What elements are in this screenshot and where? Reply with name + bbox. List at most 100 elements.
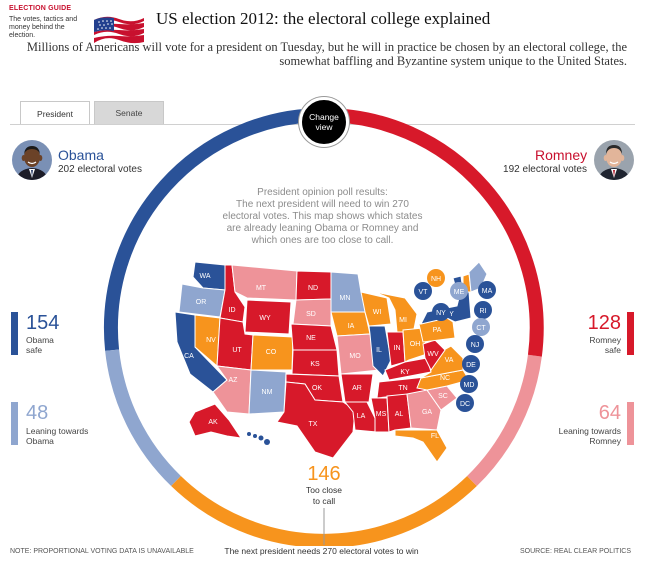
state-AL[interactable] bbox=[386, 393, 412, 433]
obama-avatar bbox=[12, 140, 52, 180]
label-KY: KY bbox=[400, 369, 410, 376]
state-AR[interactable] bbox=[340, 373, 374, 403]
state-WY[interactable] bbox=[244, 299, 292, 335]
label-NC: NC bbox=[440, 375, 450, 382]
romney-electoral-votes: 192 electoral votes bbox=[503, 164, 587, 175]
obama-leaning-bar bbox=[11, 402, 18, 445]
label-DE: DE bbox=[466, 362, 476, 369]
state-WI[interactable] bbox=[360, 291, 392, 327]
romney-safe-label: Romney safe bbox=[540, 335, 621, 355]
obama-leaning-count: 48 bbox=[26, 402, 49, 424]
obama-safe-count: 154 bbox=[26, 312, 60, 334]
label-VA: VA bbox=[445, 357, 454, 364]
romney-avatar bbox=[594, 140, 634, 180]
obama-safe-label-line2: safe bbox=[26, 345, 43, 355]
page-title: US election 2012: the electoral college … bbox=[156, 9, 491, 28]
label-OR: OR bbox=[196, 299, 207, 306]
label-MN: MN bbox=[340, 295, 351, 302]
change-view-line1: Change bbox=[309, 112, 339, 122]
label-IA: IA bbox=[348, 323, 355, 330]
state-HI[interactable] bbox=[247, 432, 270, 445]
label-KS: KS bbox=[310, 361, 320, 368]
footer-source: SOURCE: REAL CLEAR POLITICS bbox=[520, 548, 631, 555]
label-AR: AR bbox=[352, 385, 362, 392]
poll-description: President opinion poll results: The next… bbox=[200, 187, 445, 247]
tossup-label-line2: to call bbox=[312, 496, 336, 506]
romney-safe-bar bbox=[627, 312, 634, 355]
poll-line-1: The next president will need to win 270 bbox=[236, 199, 409, 210]
poll-line-2: electoral votes. This map shows which st… bbox=[222, 211, 423, 222]
obama-safe-bar bbox=[11, 312, 18, 355]
tossup-count: 146 bbox=[307, 463, 341, 485]
label-MA: MA bbox=[482, 288, 493, 295]
ring-arc-obama-safe bbox=[103, 108, 325, 351]
romney-safe-count: 128 bbox=[587, 312, 621, 334]
change-view-button[interactable]: Change view bbox=[299, 97, 349, 147]
state-GA[interactable] bbox=[406, 389, 442, 431]
label-TN: TN bbox=[398, 385, 407, 392]
label-NY-callout: NY bbox=[436, 310, 446, 317]
label-MS: MS bbox=[376, 411, 387, 418]
label-MD: MD bbox=[464, 382, 475, 389]
romney-leaning-count: 64 bbox=[598, 402, 621, 424]
obama-safe-label-line1: Obama bbox=[26, 335, 54, 345]
label-NM: NM bbox=[262, 389, 273, 396]
us-flag-icon bbox=[94, 16, 144, 44]
label-SC: SC bbox=[438, 393, 448, 400]
us-electoral-map: WA OR CA NV ID MT WY UT AZ CO NM ND SD N… bbox=[174, 262, 496, 462]
romney-name: Romney bbox=[535, 147, 588, 163]
tossup-label-line1: Too close bbox=[306, 485, 342, 495]
label-VT: VT bbox=[419, 289, 429, 296]
label-ND: ND bbox=[308, 285, 318, 292]
election-guide-label: ELECTION GUIDE bbox=[9, 5, 72, 12]
label-AK: AK bbox=[208, 419, 218, 426]
label-MO: MO bbox=[349, 353, 361, 360]
label-IN: IN bbox=[394, 345, 401, 352]
label-RI: RI bbox=[480, 308, 487, 315]
label-TX: TX bbox=[309, 421, 318, 428]
change-view-line2: view bbox=[315, 122, 333, 132]
label-AL: AL bbox=[395, 411, 404, 418]
label-IL: IL bbox=[376, 347, 382, 354]
romney-leaning-label-line1: Leaning towards bbox=[558, 426, 621, 436]
romney-safe-label-line2: safe bbox=[604, 345, 621, 355]
label-CT: CT bbox=[476, 325, 486, 332]
label-NV: NV bbox=[206, 337, 216, 344]
state-MS[interactable] bbox=[370, 397, 390, 433]
callouts: NH VT ME MA NY RI CT NJ DE MD DC bbox=[414, 269, 496, 412]
label-LA: LA bbox=[357, 413, 366, 420]
label-DC: DC bbox=[460, 401, 470, 408]
obama-leaning-label-line2: Obama bbox=[26, 436, 54, 446]
tossup-label: Too close to call bbox=[293, 485, 355, 507]
label-ME: ME bbox=[454, 289, 465, 296]
poll-title: President opinion poll results: bbox=[257, 187, 388, 198]
label-CO: CO bbox=[266, 349, 277, 356]
footer-note: NOTE: PROPORTIONAL VOTING DATA IS UNAVAI… bbox=[10, 548, 194, 555]
label-PA: PA bbox=[433, 327, 442, 334]
poll-line-4: which ones are too close to call. bbox=[251, 235, 394, 246]
romney-safe-label-line1: Romney bbox=[589, 335, 621, 345]
obama-leaning-label: Leaning towards Obama bbox=[26, 426, 88, 446]
label-AZ: AZ bbox=[229, 377, 239, 384]
label-WI: WI bbox=[373, 309, 382, 316]
label-CA: CA bbox=[184, 353, 194, 360]
label-NH: NH bbox=[431, 276, 441, 283]
label-NJ: NJ bbox=[471, 342, 480, 349]
poll-line-3: are already leaning Obama or Romney and bbox=[226, 223, 419, 234]
label-MI: MI bbox=[399, 317, 407, 324]
label-SD: SD bbox=[306, 311, 316, 318]
election-guide-subtitle: The votes, tactics and money behind the … bbox=[9, 16, 78, 39]
state-IL[interactable] bbox=[368, 325, 392, 377]
state-AK[interactable] bbox=[188, 403, 243, 439]
state-TX[interactable] bbox=[276, 381, 356, 459]
state-FL[interactable] bbox=[394, 429, 448, 462]
tab-president[interactable]: President bbox=[20, 101, 90, 125]
obama-name: Obama bbox=[58, 147, 104, 163]
state-MT[interactable] bbox=[231, 264, 298, 301]
tab-senate[interactable]: Senate bbox=[94, 101, 164, 125]
standfirst: Millions of Americans will vote for a pr… bbox=[26, 40, 627, 68]
label-OH: OH bbox=[410, 341, 421, 348]
romney-leaning-label: Leaning towards Romney bbox=[530, 426, 621, 446]
label-NE: NE bbox=[306, 335, 316, 342]
